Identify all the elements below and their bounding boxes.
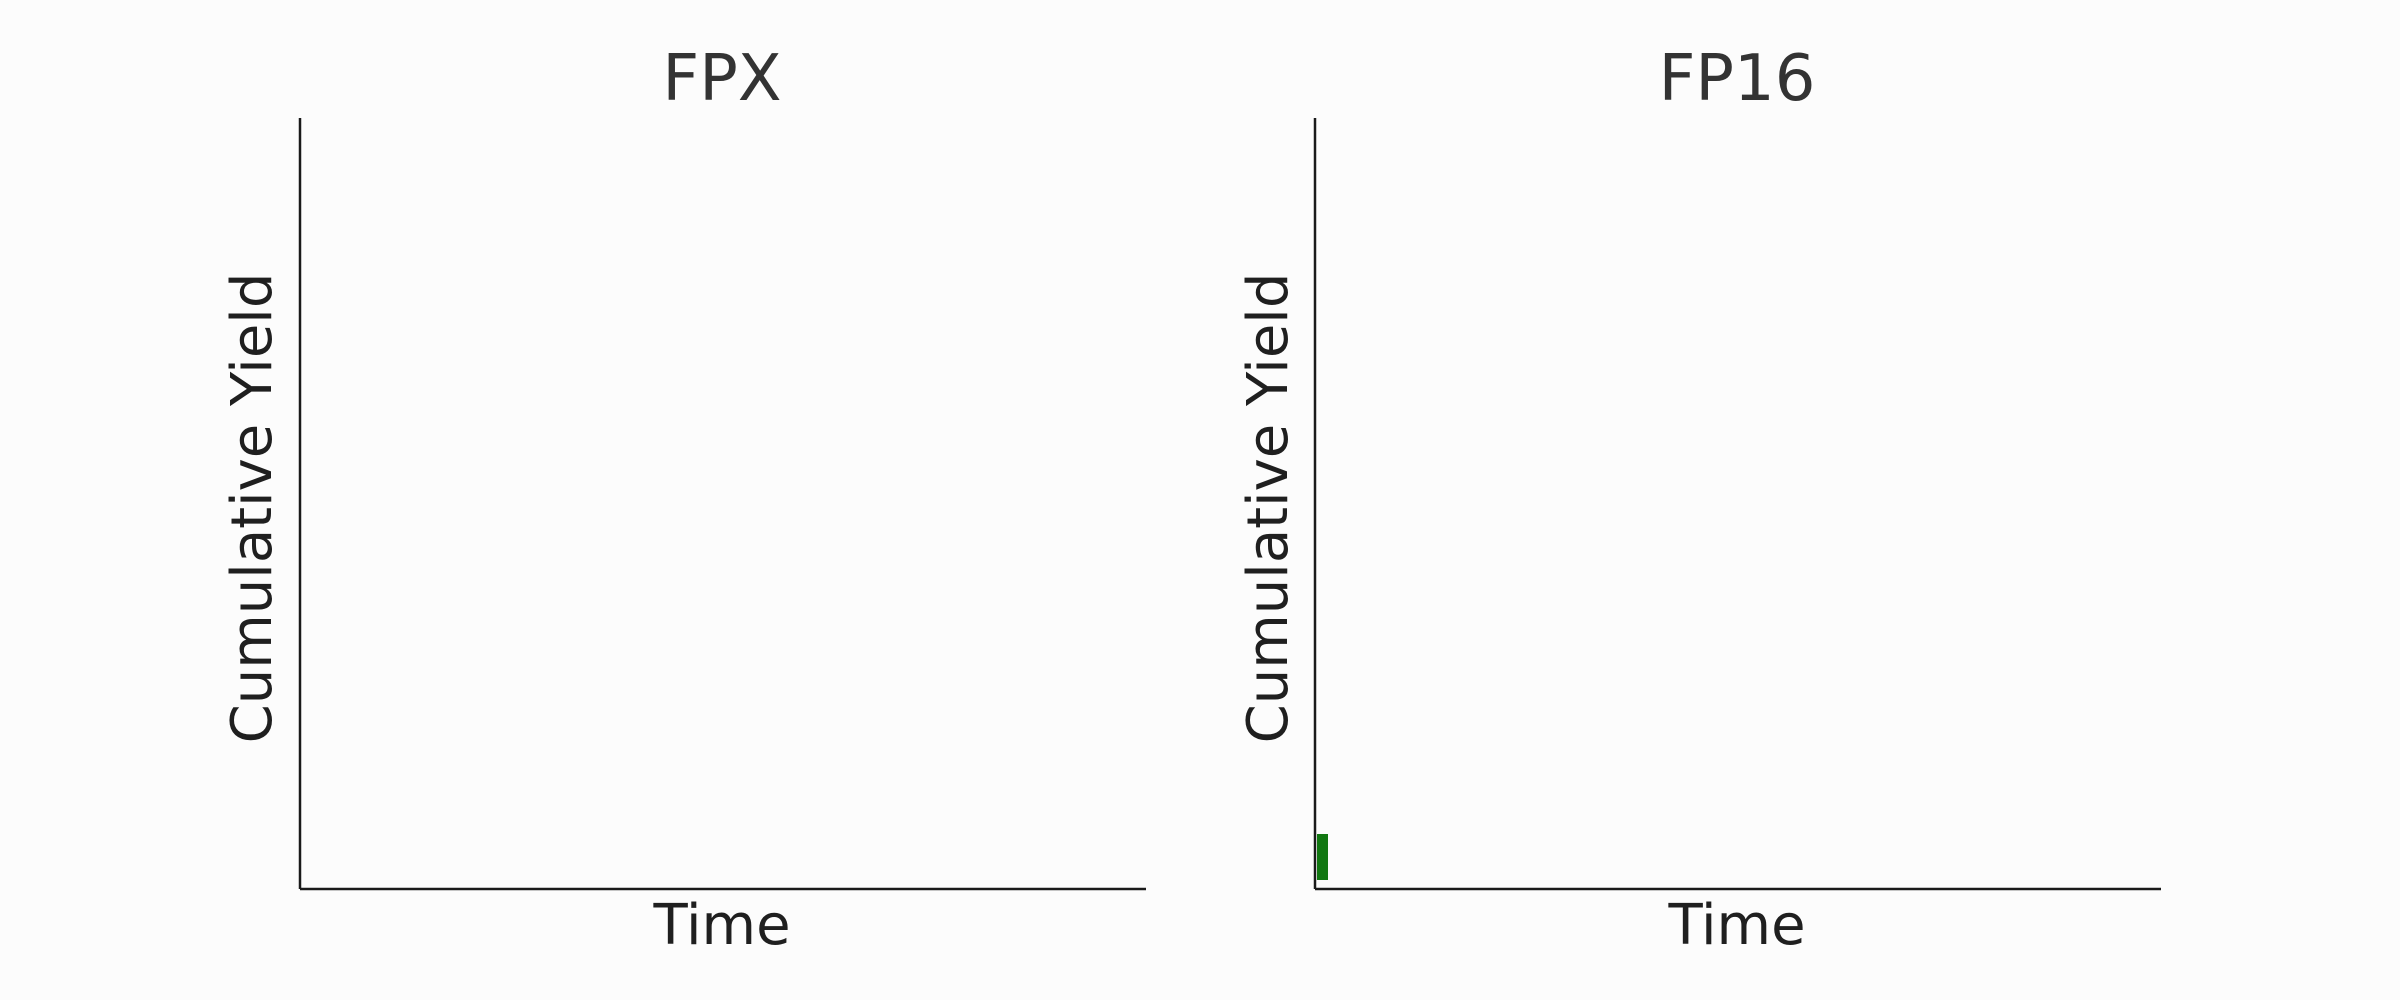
chart-title: FPX — [662, 42, 781, 116]
y-axis-label: Cumulative Yield — [1236, 273, 1301, 744]
bar — [1317, 834, 1328, 880]
x-axis-label: Time — [1667, 893, 1805, 958]
chart-panel-fp16: FP16 Cumulative Yield Time — [1236, 42, 2161, 958]
chart-panel-fpx: FPX Cumulative Yield Time — [220, 42, 1146, 958]
plot-area — [1317, 834, 1328, 880]
chart-title: FP16 — [1659, 42, 1816, 116]
y-axis-label: Cumulative Yield — [220, 273, 285, 744]
x-axis-label: Time — [652, 893, 790, 958]
